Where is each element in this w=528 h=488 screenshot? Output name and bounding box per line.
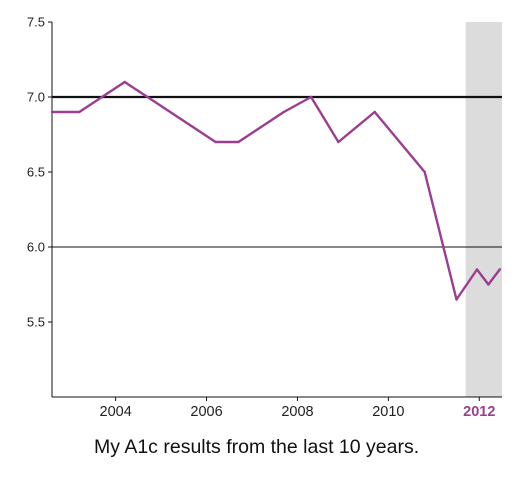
data-point-0-15 xyxy=(455,298,458,301)
data-point-0-8 xyxy=(237,140,240,144)
y-tick-label-1: 7.0 xyxy=(27,90,45,105)
data-point-0-12 xyxy=(337,140,340,144)
data-point-0-5 xyxy=(168,110,172,114)
data-point-0-9 xyxy=(259,125,263,129)
x-tick-label-4: 2012 xyxy=(463,404,495,420)
data-point-0-10 xyxy=(282,110,286,114)
data-point-0-2 xyxy=(100,95,104,99)
data-point-0-11 xyxy=(309,95,313,99)
y-tick-label-2: 6.5 xyxy=(27,165,45,180)
data-point-0-3 xyxy=(123,80,126,84)
data-point-0-0 xyxy=(50,110,54,114)
data-point-0-18 xyxy=(498,268,501,271)
data-point-0-6 xyxy=(191,125,195,129)
data-point-0-16 xyxy=(475,268,479,271)
highlight-band xyxy=(465,22,502,397)
chart-caption: My A1c results from the last 10 years. xyxy=(94,436,420,458)
x-tick-label-1: 2006 xyxy=(190,404,222,420)
data-point-0-13 xyxy=(373,110,376,114)
data-point-0-17 xyxy=(487,283,490,286)
y-tick-label-0: 7.5 xyxy=(27,15,45,30)
x-tick-label-3: 2010 xyxy=(372,404,404,420)
data-point-0-1 xyxy=(78,110,81,114)
series-line-0 xyxy=(50,80,501,301)
data-point-0-7 xyxy=(214,140,217,144)
x-tick-label-2: 2008 xyxy=(281,404,313,420)
y-tick-label-4: 5.5 xyxy=(27,315,45,330)
x-tick-label-0: 2004 xyxy=(100,404,132,420)
data-point-0-4 xyxy=(146,95,149,99)
y-tick-label-3: 6.0 xyxy=(27,240,45,255)
a1c-line-chart: 7.5 7.0 6.5 6.0 5.5 2004 2006 2008 2010 2012 xyxy=(27,15,502,420)
data-point-0-14 xyxy=(423,170,426,174)
